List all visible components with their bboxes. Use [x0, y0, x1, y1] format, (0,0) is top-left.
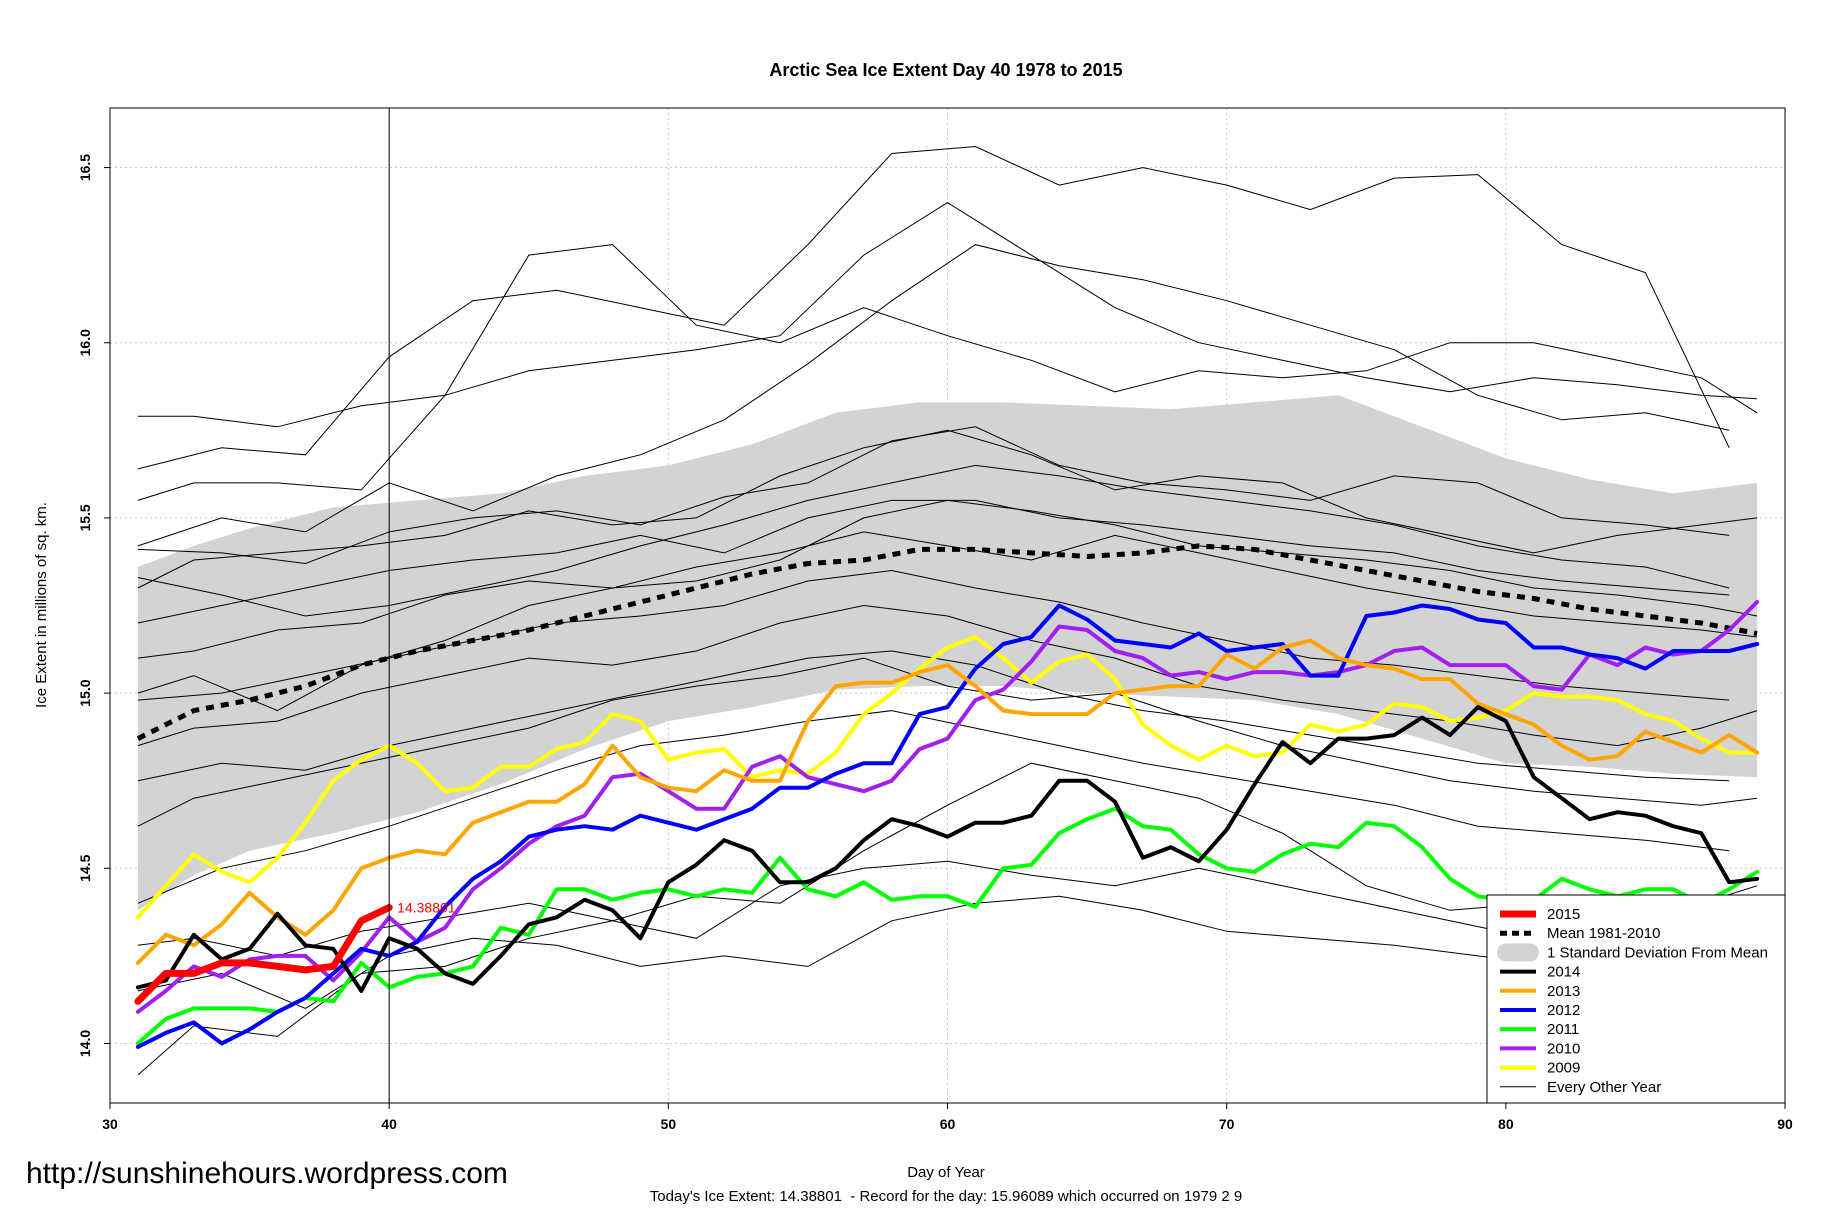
x-axis: 30 40 50 60 70 80 90 [102, 1103, 1793, 1132]
watermark-url: http://sunshinehours.wordpress.com [26, 1157, 508, 1190]
mean-line-group [136, 543, 1758, 741]
series-line-2010 [135, 600, 1760, 1014]
series-line-2014 [135, 705, 1760, 993]
other-year-line [137, 499, 1730, 624]
y-axis-label: Ice Extent in millions of sq. km. [33, 502, 50, 708]
x-tick-label: 30 [102, 1116, 118, 1132]
y-tick-label: 15.0 [77, 679, 93, 706]
legend-label: 1 Standard Deviation From Mean [1547, 944, 1768, 961]
legend-label: Mean 1981-2010 [1547, 925, 1660, 942]
legend-label: 2013 [1547, 983, 1580, 1000]
y-tick-label: 14.0 [77, 1030, 93, 1057]
x-tick-label: 80 [1498, 1116, 1514, 1132]
legend-swatch [1497, 943, 1539, 962]
mean-line [136, 543, 1758, 741]
std-dev-band-area [137, 395, 1758, 911]
x-tick-label: 70 [1219, 1116, 1235, 1132]
end-value-label: 14.38801 [397, 900, 456, 916]
legend-label: 2011 [1547, 1021, 1579, 1038]
x-tick-label: 40 [381, 1116, 397, 1132]
footer-text: Today's Ice Extent: 14.38801 - Record fo… [650, 1188, 1242, 1205]
other-year-line [137, 426, 1730, 565]
x-tick-label: 50 [661, 1116, 677, 1132]
series-line-2015 [134, 904, 393, 1005]
other-year-line [137, 895, 1730, 1009]
other-year-line [137, 710, 1730, 904]
std-dev-band [137, 395, 1758, 911]
other-year-line [137, 464, 1730, 617]
legend-label: 2012 [1547, 1002, 1580, 1019]
legend-box [1486, 894, 1786, 1104]
y-tick-label: 16.5 [77, 154, 93, 181]
legend-label: 2014 [1547, 964, 1580, 981]
other-year-line [137, 569, 1730, 701]
other-year-line [137, 244, 1730, 547]
legend-label: 2010 [1547, 1040, 1580, 1057]
y-axis: 14.0 14.5 15.0 15.5 16.0 16.5 [77, 154, 110, 1057]
x-tick-label: 60 [940, 1116, 956, 1132]
x-tick-label: 90 [1777, 1116, 1793, 1132]
other-year-line [137, 145, 1730, 470]
legend-label: 2009 [1547, 1060, 1580, 1077]
y-tick-label: 14.5 [77, 854, 93, 881]
series-line-2009 [135, 635, 1760, 920]
y-tick-label: 16.0 [77, 329, 93, 356]
legend: 2015 Mean 1981-2010 1 Standard Deviation F… [1486, 894, 1786, 1104]
legend-label: 2015 [1547, 906, 1580, 923]
x-axis-label: Day of Year [907, 1164, 985, 1181]
legend-label: Every Other Year [1547, 1079, 1661, 1096]
y-tick-label: 15.5 [77, 504, 93, 531]
chart-title: Arctic Sea Ice Extent Day 40 1978 to 201… [769, 60, 1122, 80]
series-line-2013 [135, 638, 1760, 965]
